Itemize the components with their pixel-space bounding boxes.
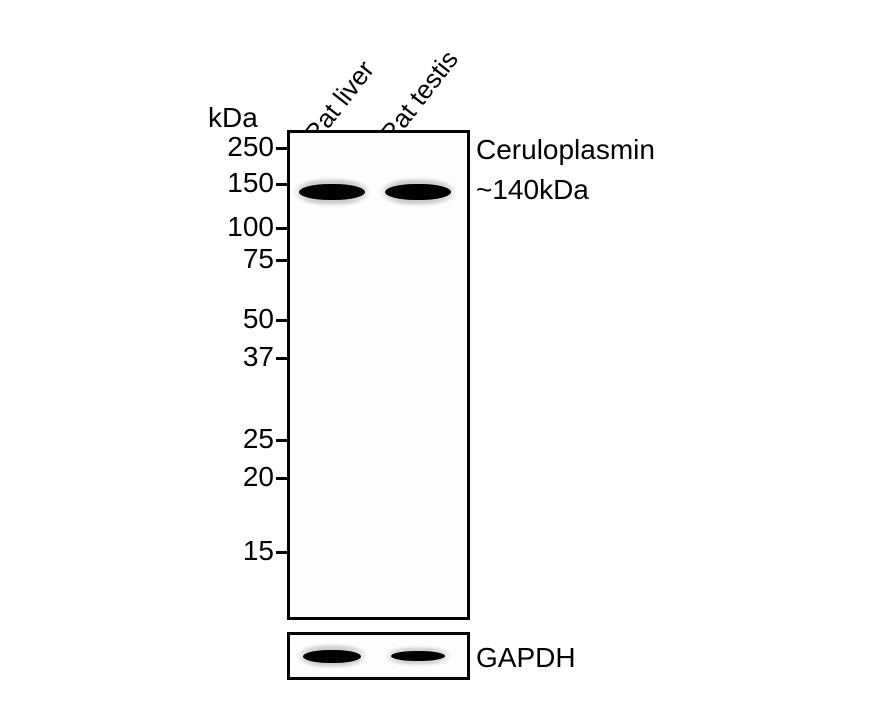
gapdh-band-rat-liver bbox=[303, 650, 361, 663]
mw-tick-37 bbox=[276, 357, 287, 360]
mw-tick-100 bbox=[276, 227, 287, 230]
mw-label-25: 25 bbox=[150, 423, 274, 455]
mw-label-37: 37 bbox=[150, 341, 274, 373]
mw-tick-75 bbox=[276, 259, 287, 262]
mw-tick-25 bbox=[276, 439, 287, 442]
mw-label-150: 150 bbox=[150, 167, 274, 199]
kda-header: kDa bbox=[208, 102, 258, 134]
mw-label-250: 250 bbox=[150, 131, 274, 163]
mw-label-15: 15 bbox=[150, 535, 274, 567]
mw-tick-15 bbox=[276, 551, 287, 554]
mw-tick-150 bbox=[276, 183, 287, 186]
mw-label-50: 50 bbox=[150, 303, 274, 335]
ceruloplasmin-band-rat-testis bbox=[385, 184, 451, 200]
target-protein-label: Ceruloplasmin bbox=[476, 134, 655, 166]
mw-label-75: 75 bbox=[150, 243, 274, 275]
main-blot-membrane bbox=[287, 130, 470, 620]
gapdh-band-rat-testis bbox=[391, 651, 445, 661]
mw-label-20: 20 bbox=[150, 461, 274, 493]
western-blot-figure: kDa Rat liver Rat testis 250150100755037… bbox=[0, 0, 888, 711]
mw-tick-20 bbox=[276, 477, 287, 480]
ceruloplasmin-band-rat-liver bbox=[299, 184, 365, 200]
gapdh-label: GAPDH bbox=[476, 642, 576, 674]
mw-tick-250 bbox=[276, 147, 287, 150]
mw-tick-50 bbox=[276, 319, 287, 322]
mw-label-100: 100 bbox=[150, 211, 274, 243]
observed-mw-label: ~140kDa bbox=[476, 174, 589, 206]
